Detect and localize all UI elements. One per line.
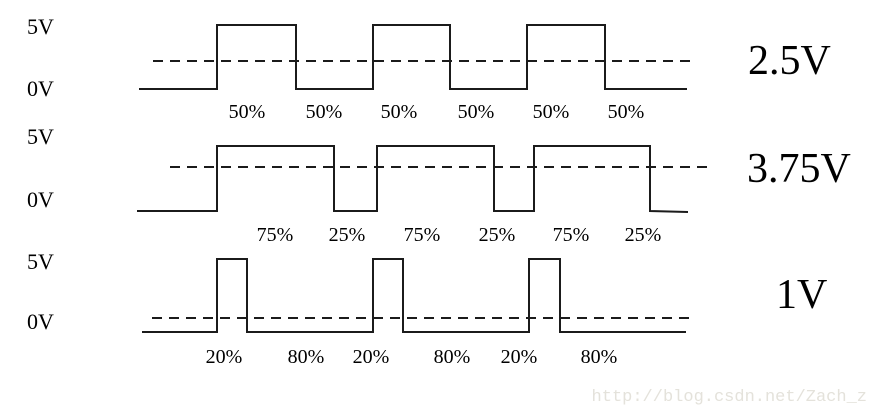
axis-label-0v-row3: 0V [27, 309, 54, 334]
duty-label: 20% [500, 346, 538, 368]
average-voltage-label-row1: 2.5V [748, 38, 831, 84]
average-voltage-label-row2: 3.75V [747, 146, 851, 192]
duty-label: 50% [305, 101, 343, 123]
duty-label: 20% [352, 346, 390, 368]
duty-label: 80% [287, 346, 325, 368]
axis-label-0v-row2: 0V [27, 187, 54, 212]
axis-label-0v-row1: 0V [27, 76, 54, 101]
axis-label-5v-row3: 5V [27, 249, 54, 274]
waveform-75-percent [137, 145, 689, 214]
axis-label-5v-row2: 5V [27, 124, 54, 149]
duty-label: 50% [380, 101, 418, 123]
watermark: http://blog.csdn.net/Zach_z [591, 388, 867, 407]
duty-label: 50% [457, 101, 495, 123]
duty-label: 75% [403, 224, 441, 246]
waveform-20-percent [142, 258, 686, 333]
duty-label: 80% [580, 346, 618, 368]
duty-label: 20% [205, 346, 243, 368]
duty-label: 25% [328, 224, 366, 246]
duty-label: 80% [433, 346, 471, 368]
duty-label: 50% [228, 101, 266, 123]
waveform-50-percent [139, 24, 687, 90]
duty-label: 50% [607, 101, 645, 123]
axis-label-5v-row1: 5V [27, 14, 54, 39]
duty-label: 75% [256, 224, 294, 246]
duty-label: 25% [624, 224, 662, 246]
duty-label: 75% [552, 224, 590, 246]
average-voltage-label-row3: 1V [776, 272, 828, 318]
duty-label: 50% [532, 101, 570, 123]
duty-label: 25% [478, 224, 516, 246]
